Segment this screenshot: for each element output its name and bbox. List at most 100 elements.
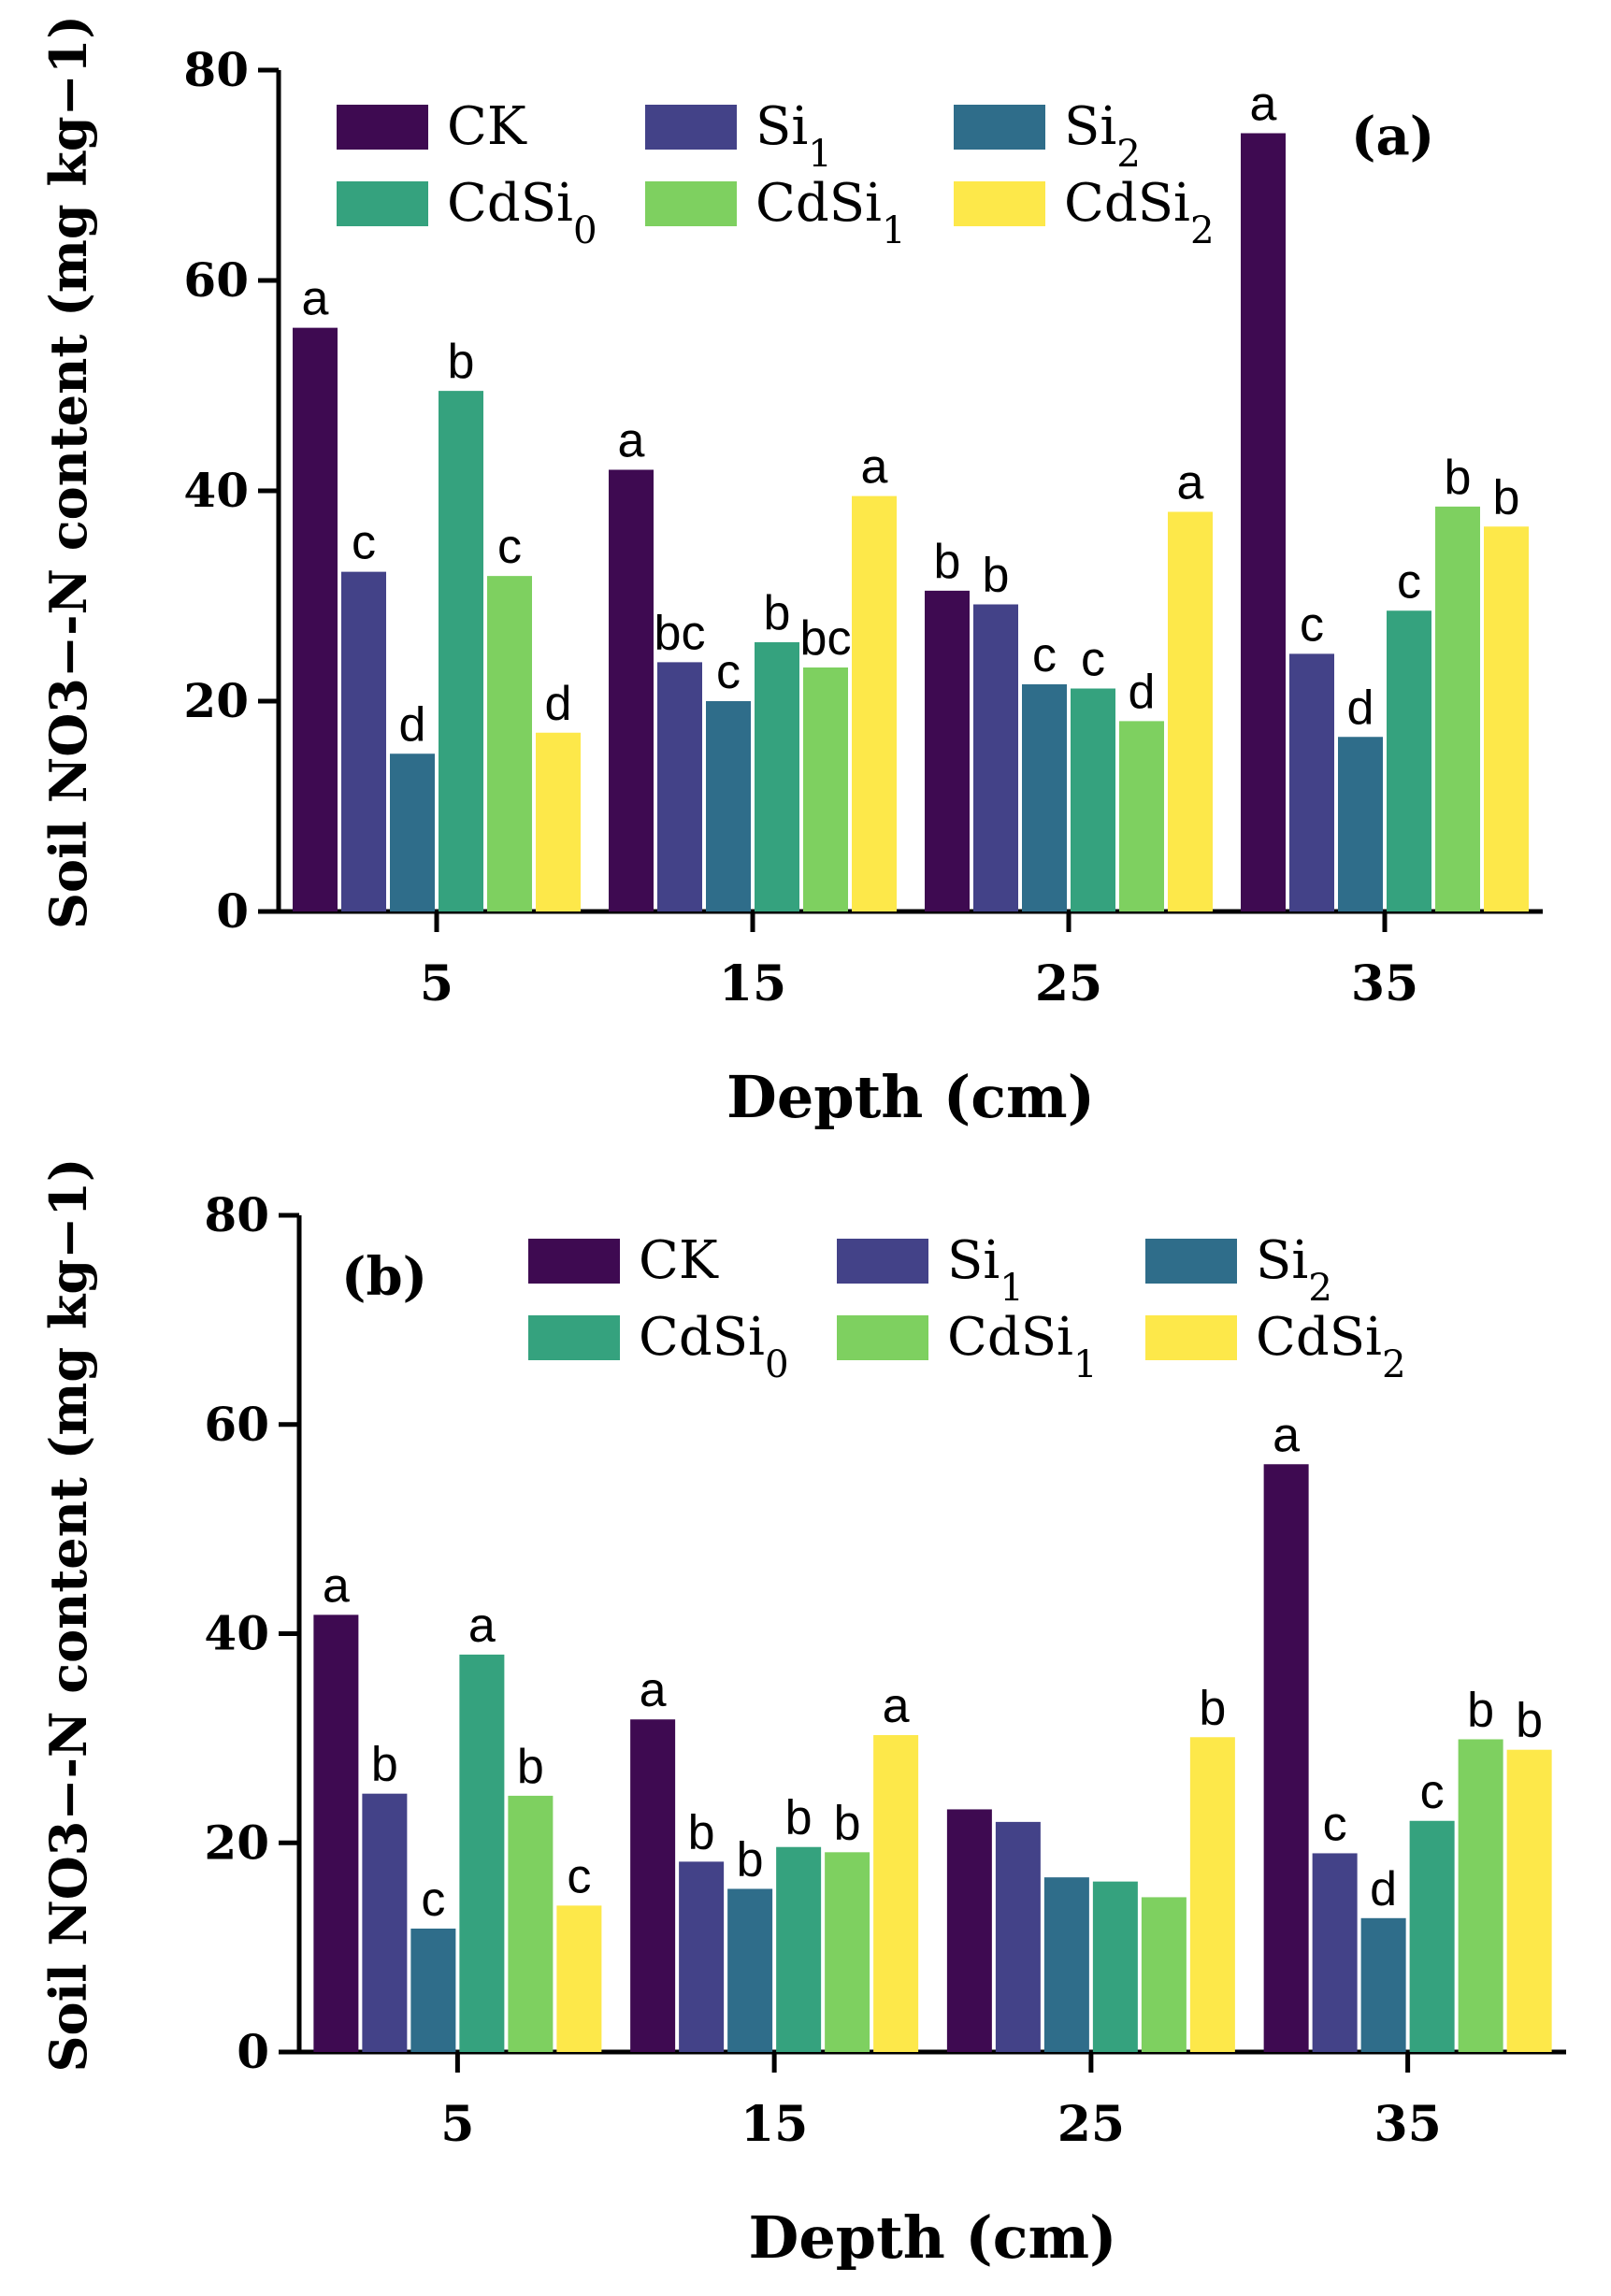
bar-CdSi0-15 [755,642,799,911]
bar-Si2-25 [1043,1877,1089,2052]
bar-CdSi2-35 [1484,526,1529,911]
legend-label-CK: CK [639,1230,719,1291]
significance-label: bc [654,606,706,660]
legend-label-CK: CK [447,96,527,157]
significance-label: b [983,549,1010,603]
bar-Si2-35 [1360,1917,1406,2052]
y-tick-label: 60 [204,1397,269,1452]
x-tick-label: 35 [1374,2096,1441,2153]
bar-Si2-15 [706,701,751,911]
significance-label: d [1370,1862,1397,1916]
bar-Si1-25 [973,604,1018,911]
bar-CdSi2-5 [536,732,581,911]
bar-Si2-25 [1022,684,1067,911]
bar-CdSi0-5 [459,1654,505,2052]
bar-CK-25 [946,1809,992,2052]
x-axis-label: Depth (cm) [749,2203,1117,2272]
y-tick-label: 60 [183,252,249,308]
significance-label: d [545,677,572,731]
bar-CK-15 [630,1719,676,2052]
legend-label-CdSi2: CdSi2 [1256,1307,1406,1386]
bar-CdSi1-15 [825,1852,870,2052]
significance-label: c [1420,1765,1445,1819]
bar-CdSi1-35 [1458,1739,1503,2052]
significance-label: a [883,1679,910,1733]
bar-CdSi0-15 [776,1846,822,2052]
y-tick-label: 0 [216,883,249,939]
significance-label: a [323,1558,350,1613]
x-tick-label: 25 [1057,2096,1125,2153]
panel-label: (b) [341,1246,427,1308]
bar-Si2-35 [1338,737,1383,911]
significance-label: c [1323,1797,1347,1851]
significance-label: bc [800,611,852,666]
significance-label: d [1347,681,1374,735]
y-axis-label: Soil NO3−-N content (mg kg−1) [38,1158,98,2073]
significance-label: c [1081,633,1105,687]
y-tick-label: 20 [183,673,249,728]
bar-CdSi2-25 [1168,511,1213,911]
bar-Si1-15 [679,1861,725,2052]
bar-CdSi1-5 [487,576,532,911]
legend-label-CdSi0: CdSi0 [447,173,597,252]
bar-CdSi2-5 [556,1905,602,2052]
bar-CK-25 [925,590,970,911]
bar-CdSi1-5 [508,1795,554,2052]
bar-CdSi1-35 [1435,506,1480,911]
legend-swatch-Si1 [837,1239,928,1284]
y-tick-label: 80 [183,42,249,97]
significance-label: b [785,1791,813,1845]
x-tick-label: 35 [1351,955,1418,1012]
y-tick-label: 0 [237,2024,269,2079]
bar-CdSi2-15 [852,495,897,911]
bar-CdSi0-35 [1409,1820,1455,2052]
bar-CK-35 [1241,133,1286,911]
bar-Si1-35 [1312,1853,1358,2052]
bar-Si1-15 [657,662,702,911]
bar-Si2-5 [410,1928,456,2052]
legend-swatch-Si1 [645,105,737,150]
bar-CdSi2-25 [1189,1737,1235,2052]
bar-Si1-5 [341,571,386,911]
y-tick-label: 20 [204,1815,269,1870]
x-tick-label: 5 [420,955,453,1012]
significance-label: b [688,1805,715,1859]
bar-CdSi1-15 [803,667,848,911]
significance-label: d [399,697,426,752]
bar-CdSi2-15 [873,1735,919,2052]
bar-CdSi2-35 [1506,1749,1552,2052]
legend-swatch-CdSi2 [1145,1315,1237,1360]
legend-label-Si2: Si2 [1064,96,1141,176]
significance-label: b [934,535,961,589]
y-tick-label: 40 [204,1606,269,1661]
significance-label: b [1493,470,1520,524]
bar-Si2-5 [390,753,435,911]
bar-CK-35 [1263,1464,1309,2052]
x-tick-label: 25 [1035,955,1102,1012]
x-tick-label: 5 [440,2096,474,2153]
significance-label: a [861,440,888,495]
legend-label-Si1: Si1 [947,1230,1024,1310]
legend-label-CdSi2: CdSi2 [1064,173,1215,252]
legend-swatch-CdSi0 [528,1315,620,1360]
significance-label: c [497,520,522,574]
significance-label: a [1273,1408,1300,1462]
legend-swatch-CdSi1 [837,1315,928,1360]
legend-swatch-CK [337,105,428,150]
x-axis-label: Depth (cm) [726,1063,1095,1131]
significance-label: c [716,645,741,699]
significance-label: a [468,1599,496,1653]
bar-CK-5 [313,1614,359,2052]
significance-label: c [421,1873,445,1927]
legend-swatch-CdSi0 [337,181,428,226]
y-axis-label: Soil NO3−-N content (mg kg−1) [38,15,98,929]
significance-label: a [1250,78,1277,132]
legend-label-CdSi1: CdSi1 [947,1307,1098,1386]
bar-CdSi0-5 [439,391,483,911]
legend-swatch-Si2 [954,105,1045,150]
bar-CdSi0-25 [1071,688,1115,911]
bar-CdSi1-25 [1119,721,1164,911]
significance-label: b [371,1738,398,1792]
legend-swatch-CdSi1 [645,181,737,226]
